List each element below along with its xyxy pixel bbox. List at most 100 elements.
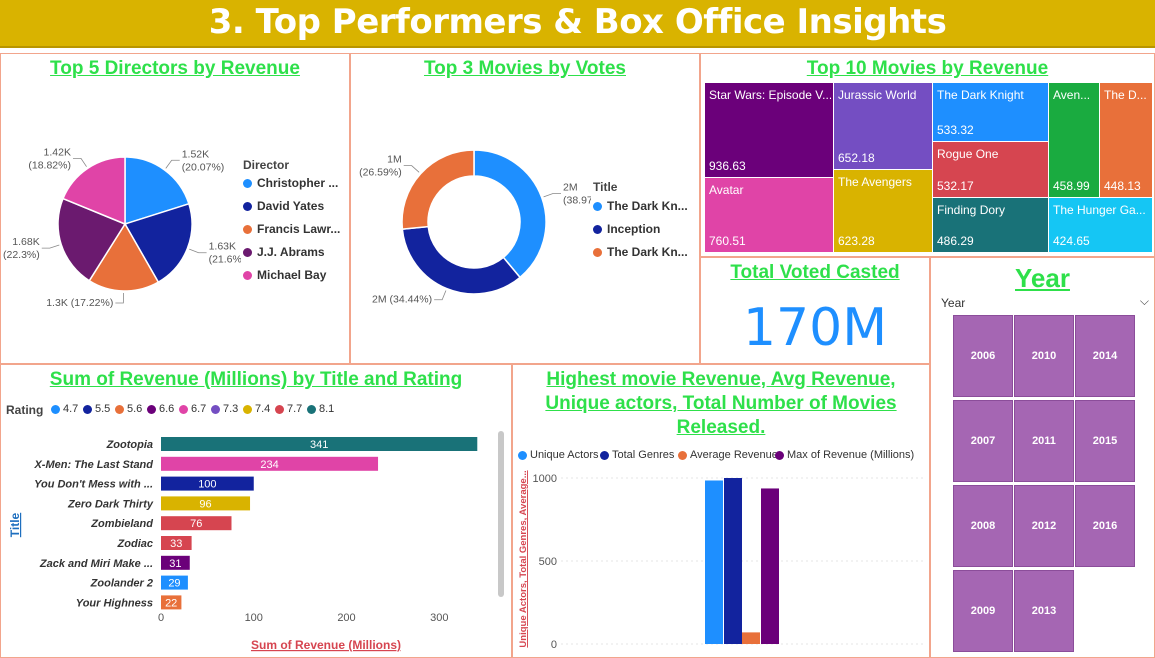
pie-leader-line bbox=[72, 157, 87, 167]
year-tile-2010[interactable]: 2010 bbox=[1014, 315, 1074, 397]
director-legend-item[interactable]: Christopher ... bbox=[243, 176, 338, 190]
legend-label: 6.6 bbox=[159, 403, 175, 415]
pie-slice[interactable] bbox=[124, 156, 190, 226]
pie-slice[interactable] bbox=[473, 149, 547, 279]
year-tile-2009[interactable]: 2009 bbox=[953, 570, 1013, 652]
y-axis-title: Title bbox=[8, 512, 22, 537]
treemap-tile[interactable]: The Avengers 623.28 bbox=[834, 170, 932, 252]
pie-slice[interactable] bbox=[123, 202, 193, 284]
treemap-tile[interactable]: Avatar 760.51 bbox=[705, 178, 833, 252]
revenue-bar[interactable] bbox=[161, 496, 251, 511]
revenue-bar[interactable] bbox=[161, 476, 254, 491]
votes-donut-title: Top 3 Movies by Votes bbox=[423, 58, 626, 79]
legend-label: The Dark Kn... bbox=[607, 199, 688, 213]
bar-category-label: Your Highness bbox=[76, 597, 153, 609]
pie-slice[interactable] bbox=[57, 197, 127, 282]
chevron-down-icon[interactable]: ⌵ bbox=[1139, 294, 1149, 308]
treemap-tile-name: Avatar bbox=[709, 183, 744, 197]
legend-label: 7.7 bbox=[287, 403, 303, 415]
treemap-tile[interactable]: Jurassic World 652.18 bbox=[834, 83, 932, 169]
stats-legend-item[interactable]: Average Revenue bbox=[678, 449, 778, 461]
revenue-bar[interactable] bbox=[161, 456, 379, 471]
year-dropdown-label: Year bbox=[941, 296, 966, 310]
title-legend-item[interactable]: The Dark Kn... bbox=[593, 245, 688, 259]
legend-marker-icon bbox=[678, 450, 687, 460]
director-legend-item[interactable]: J.J. Abrams bbox=[243, 245, 325, 259]
year-tile-2013[interactable]: 2013 bbox=[1014, 570, 1074, 652]
votes-legend-title: Title bbox=[593, 180, 618, 194]
treemap-tile[interactable]: Star Wars: Episode V... 936.63 bbox=[705, 83, 833, 177]
revenue-bar[interactable] bbox=[161, 437, 478, 451]
legend-marker-icon bbox=[51, 404, 60, 414]
page-banner: 3. Top Performers & Box Office Insights bbox=[0, 0, 1155, 48]
year-tile-2007[interactable]: 2007 bbox=[953, 400, 1013, 482]
pie-slice[interactable] bbox=[401, 225, 522, 295]
director-legend-item[interactable]: David Yates bbox=[243, 199, 324, 213]
year-tile-2011[interactable]: 2011 bbox=[1014, 400, 1074, 482]
votes-donut-chart: 2M(38.97%) 2M (34.44%) 1M(26.59%) bbox=[359, 149, 591, 306]
revenue-bar[interactable] bbox=[161, 536, 192, 550]
stats-column-bar[interactable] bbox=[742, 632, 760, 644]
treemap-tile[interactable]: Aven... 458.99 bbox=[1049, 83, 1099, 197]
y-tick-label: 500 bbox=[539, 556, 557, 568]
treemap-tile[interactable]: The D... 448.13 bbox=[1100, 83, 1152, 197]
treemap-tile-value: 652.18 bbox=[838, 150, 875, 165]
stats-column-bar[interactable] bbox=[705, 480, 723, 644]
stats-legend-item[interactable]: Unique Actors bbox=[518, 449, 598, 461]
pie-data-label: 1.68K (22.3%) bbox=[3, 236, 40, 261]
stats-column-bar[interactable] bbox=[761, 488, 779, 644]
legend-marker-icon bbox=[243, 201, 252, 211]
treemap-tile-name: The D... bbox=[1104, 88, 1147, 102]
year-tile-2012[interactable]: 2012 bbox=[1014, 485, 1074, 567]
stats-legend-item[interactable]: Total Genres bbox=[600, 449, 674, 461]
revenue-bar[interactable] bbox=[161, 595, 182, 610]
treemap-tile[interactable]: Rogue One 532.17 bbox=[933, 142, 1048, 197]
year-tile-2006[interactable]: 2006 bbox=[953, 315, 1013, 397]
rating-legend-item[interactable]: 6.6 bbox=[147, 403, 174, 415]
rating-legend-item[interactable]: 4.7 bbox=[51, 403, 78, 415]
rating-legend-item[interactable]: 7.4 bbox=[243, 403, 270, 415]
year-tile-2008[interactable]: 2008 bbox=[953, 485, 1013, 567]
director-legend-item[interactable]: Francis Lawr... bbox=[243, 222, 340, 236]
rating-legend-item[interactable]: 5.6 bbox=[115, 403, 142, 415]
pie-slice[interactable] bbox=[62, 156, 126, 226]
directors-legend-title: Director bbox=[243, 158, 290, 172]
year-tile-2016[interactable]: 2016 bbox=[1075, 485, 1135, 567]
stats-column-bar[interactable] bbox=[724, 478, 742, 644]
bar-data-label: 22 bbox=[165, 597, 177, 609]
bar-scrollbar[interactable] bbox=[498, 431, 504, 597]
bar-data-label: 31 bbox=[169, 558, 181, 570]
treemap-chart: Star Wars: Episode V... 936.63 Avatar 760.5… bbox=[705, 83, 1153, 253]
title-legend-item[interactable]: The Dark Kn... bbox=[593, 199, 688, 213]
director-legend-item[interactable]: Michael Bay bbox=[243, 268, 326, 282]
revenue-bar[interactable] bbox=[161, 575, 188, 590]
legend-label: 5.5 bbox=[95, 403, 111, 415]
pie-leader-line bbox=[189, 248, 207, 254]
rating-legend-item[interactable]: 7.3 bbox=[211, 403, 238, 415]
treemap-tile[interactable]: The Hunger Ga... 424.65 bbox=[1049, 198, 1152, 252]
year-tile-2015[interactable]: 2015 bbox=[1075, 400, 1135, 482]
rating-legend-item[interactable]: 6.7 bbox=[179, 403, 206, 415]
legend-marker-icon bbox=[243, 224, 252, 234]
revenue-bar[interactable] bbox=[161, 516, 232, 531]
legend-label: 5.6 bbox=[127, 403, 143, 415]
title-legend-item[interactable]: Inception bbox=[593, 222, 660, 236]
treemap-tile-value: 623.28 bbox=[838, 233, 875, 248]
treemap-tile-name: The Avengers bbox=[838, 175, 912, 189]
revenue-bar[interactable] bbox=[161, 555, 190, 570]
year-dropdown[interactable]: Year ⌵ bbox=[941, 294, 1151, 312]
rating-legend-item[interactable]: 7.7 bbox=[275, 403, 302, 415]
pie-slice[interactable] bbox=[401, 149, 475, 231]
treemap-tile[interactable]: The Dark Knight 533.32 bbox=[933, 83, 1048, 141]
year-tile-2014[interactable]: 2014 bbox=[1075, 315, 1135, 397]
bar-data-label: 76 bbox=[190, 518, 202, 530]
kpi-title: Total Voted Casted bbox=[730, 262, 900, 283]
rating-legend-item[interactable]: 8.1 bbox=[307, 403, 334, 415]
legend-label: Total Genres bbox=[612, 449, 675, 461]
pie-slice[interactable] bbox=[88, 222, 160, 292]
rating-legend-item[interactable]: 5.5 bbox=[83, 403, 110, 415]
pie-leader-line bbox=[403, 165, 420, 173]
stats-legend-item[interactable]: Max of Revenue (Millions) bbox=[775, 449, 914, 461]
treemap-tile[interactable]: Finding Dory 486.29 bbox=[933, 198, 1048, 252]
legend-marker-icon bbox=[518, 450, 527, 460]
